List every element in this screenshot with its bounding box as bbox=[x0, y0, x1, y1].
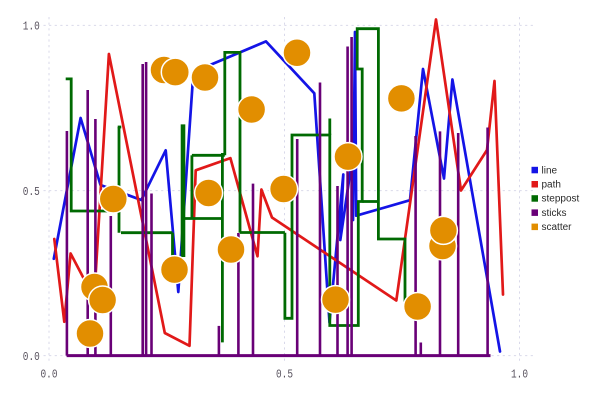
svg-text:0.5: 0.5 bbox=[276, 367, 293, 381]
svg-text:0.0: 0.0 bbox=[23, 350, 40, 364]
svg-text:1.0: 1.0 bbox=[511, 367, 528, 381]
svg-text:steppost: steppost bbox=[542, 194, 580, 205]
svg-text:sticks: sticks bbox=[542, 208, 567, 219]
svg-text:path: path bbox=[542, 180, 561, 191]
svg-text:line: line bbox=[542, 165, 558, 176]
svg-text:0.0: 0.0 bbox=[41, 367, 58, 381]
svg-text:0.5: 0.5 bbox=[23, 185, 40, 199]
svg-text:1.0: 1.0 bbox=[23, 20, 40, 34]
svg-text:scatter: scatter bbox=[542, 222, 573, 233]
